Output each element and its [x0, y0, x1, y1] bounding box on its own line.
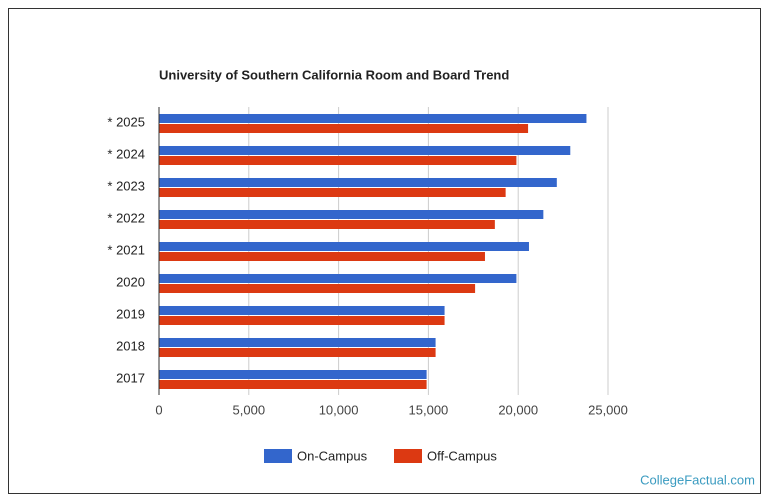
credit[interactable]: CollegeFactual.com: [640, 472, 755, 487]
y-tick-label: * 2022: [107, 210, 145, 225]
bar: [159, 114, 587, 123]
chart-title: University of Southern California Room a…: [159, 67, 509, 82]
y-tick-label: * 2025: [107, 114, 145, 129]
x-tick-label: 10,000: [319, 402, 359, 417]
bar: [159, 146, 571, 155]
y-tick-label: * 2021: [107, 242, 145, 257]
x-tick-label: 20,000: [498, 402, 538, 417]
bar: [159, 306, 445, 315]
bar: [159, 188, 506, 197]
x-tick-label: 0: [155, 402, 162, 417]
bar: [159, 220, 495, 229]
bar: [159, 210, 544, 219]
x-tick-label: 5,000: [233, 402, 266, 417]
bar: [159, 380, 427, 389]
y-tick-label: 2019: [116, 306, 145, 321]
x-tick-label: 15,000: [409, 402, 449, 417]
bar: [159, 156, 517, 165]
y-tick-label: * 2024: [107, 146, 145, 161]
bar: [159, 252, 485, 261]
y-tick-label: 2018: [116, 338, 145, 353]
bar: [159, 242, 529, 251]
bar: [159, 274, 517, 283]
legend-label: Off-Campus: [427, 448, 497, 463]
bar: [159, 178, 557, 187]
y-tick-label: 2020: [116, 274, 145, 289]
legend-swatch: [394, 449, 422, 463]
x-tick-label: 25,000: [588, 402, 628, 417]
y-tick-label: * 2023: [107, 178, 145, 193]
bar: [159, 338, 436, 347]
y-tick-label: 2017: [116, 370, 145, 385]
bar: [159, 124, 529, 133]
legend-swatch: [264, 449, 292, 463]
bar: [159, 348, 436, 357]
legend-label: On-Campus: [297, 448, 368, 463]
bar: [159, 284, 476, 293]
bar: [159, 370, 427, 379]
bar: [159, 316, 445, 325]
